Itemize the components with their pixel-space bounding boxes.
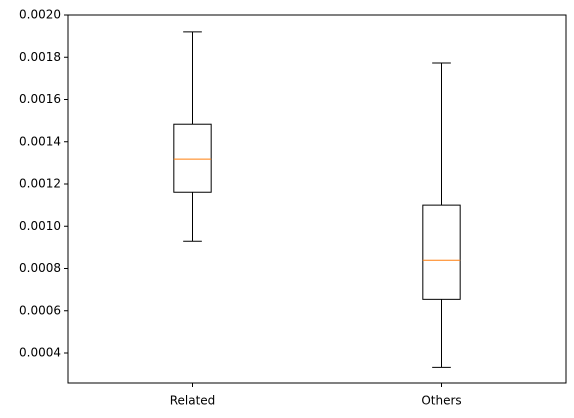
y-tick-label: 0.0004 <box>19 346 61 360</box>
y-tick-label: 0.0012 <box>19 177 61 191</box>
y-tick-label: 0.0006 <box>19 303 61 317</box>
box <box>422 204 461 300</box>
box <box>173 123 212 193</box>
y-tick-label: 0.0016 <box>19 92 61 106</box>
y-tick-label: 0.0014 <box>19 134 61 148</box>
y-tick-label: 0.0020 <box>19 8 61 22</box>
y-tick-label: 0.0010 <box>19 219 61 233</box>
axes-frame <box>67 14 567 384</box>
x-tick-label: Others <box>421 394 461 408</box>
x-tick-label: Related <box>170 394 216 408</box>
y-tick-label: 0.0008 <box>19 261 61 275</box>
y-tick-label: 0.0018 <box>19 50 61 64</box>
